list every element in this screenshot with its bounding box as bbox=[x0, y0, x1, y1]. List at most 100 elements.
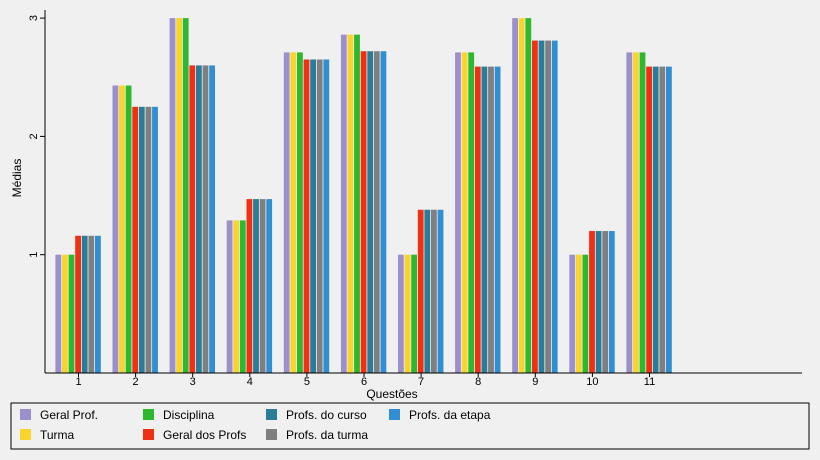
bar-turma-q5 bbox=[290, 52, 297, 373]
bar-turma-q10 bbox=[575, 254, 582, 373]
bar-profs-da-turma-q7 bbox=[431, 209, 437, 373]
bar-disciplina-q5 bbox=[297, 52, 303, 373]
bar-geral-prof--q6 bbox=[340, 34, 347, 373]
x-tick-label-4: 4 bbox=[247, 376, 253, 388]
bar-geral-prof--q7 bbox=[398, 254, 404, 373]
bar-geral-prof--q1 bbox=[55, 254, 62, 373]
bar-disciplina-q8 bbox=[468, 52, 475, 373]
bar-turma-q7 bbox=[404, 254, 411, 373]
bar-profs-da-turma-q3 bbox=[202, 65, 209, 374]
bar-profs-do-curso-q10 bbox=[595, 231, 602, 373]
bar-profs-da-turma-q4 bbox=[259, 199, 266, 373]
bar-profs-da-etapa-q11 bbox=[666, 66, 672, 373]
legend-label-turma: Turma bbox=[40, 428, 75, 442]
bar-geral-dos-profs-q10 bbox=[589, 231, 595, 373]
bar-profs-da-turma-q1 bbox=[88, 235, 95, 373]
bar-profs-da-etapa-q7 bbox=[437, 209, 444, 373]
bar-profs-da-etapa-q9 bbox=[551, 40, 558, 373]
legend-swatch-turma bbox=[20, 429, 31, 440]
legend-swatch-profs-da-turma bbox=[266, 429, 277, 440]
legend-label-profs-da-turma: Profs. da turma bbox=[286, 428, 368, 442]
bars-group bbox=[55, 18, 672, 374]
bar-profs-do-curso-q2 bbox=[138, 106, 145, 373]
bar-profs-da-etapa-q1 bbox=[95, 235, 101, 373]
bar-profs-da-etapa-q5 bbox=[323, 59, 330, 373]
legend: Geral Prof. Turma Disciplina Geral dos Prof… bbox=[20, 408, 491, 442]
bar-profs-da-turma-q2 bbox=[145, 106, 152, 373]
legend-label-profs-do-curso: Profs. do curso bbox=[286, 408, 367, 422]
bar-profs-do-curso-q7 bbox=[424, 209, 431, 373]
bar-profs-da-turma-q10 bbox=[602, 231, 609, 373]
bar-profs-da-etapa-q8 bbox=[494, 66, 501, 373]
bar-profs-da-etapa-q2 bbox=[152, 106, 158, 373]
x-tick-label-10: 10 bbox=[586, 376, 598, 388]
bar-turma-q2 bbox=[119, 85, 125, 373]
axes-group: 1 2 3 1 2 3 4 5 6 7 8 9 10 11 bbox=[28, 10, 802, 388]
bar-geral-dos-profs-q7 bbox=[417, 209, 424, 373]
bar-profs-da-etapa-q3 bbox=[209, 65, 215, 374]
bar-geral-dos-profs-q8 bbox=[474, 66, 481, 373]
legend-swatch-disciplina bbox=[143, 409, 154, 420]
bar-profs-do-curso-q1 bbox=[81, 235, 88, 373]
bar-profs-do-curso-q4 bbox=[253, 199, 259, 373]
bar-profs-da-etapa-q6 bbox=[380, 51, 387, 373]
bar-profs-do-curso-q11 bbox=[652, 66, 659, 373]
y-tick-label-3: 3 bbox=[28, 15, 40, 21]
bar-disciplina-q9 bbox=[525, 18, 532, 373]
legend-swatch-profs-da-etapa bbox=[389, 409, 400, 420]
bar-disciplina-q11 bbox=[639, 52, 646, 373]
legend-label-geral-dos-profs: Geral dos Profs bbox=[163, 428, 246, 442]
x-tick-label-7: 7 bbox=[418, 376, 424, 388]
bar-geral-dos-profs-q4 bbox=[246, 199, 253, 373]
y-tick-label-2: 2 bbox=[28, 133, 40, 139]
bar-profs-da-turma-q9 bbox=[545, 40, 551, 373]
bar-disciplina-q10 bbox=[582, 254, 589, 373]
bar-geral-prof--q11 bbox=[626, 52, 633, 373]
x-tick-label-6: 6 bbox=[361, 376, 367, 388]
x-tick-label-5: 5 bbox=[304, 376, 310, 388]
x-tick-label-8: 8 bbox=[475, 376, 481, 388]
bar-disciplina-q7 bbox=[411, 254, 417, 373]
bar-disciplina-q2 bbox=[125, 85, 132, 373]
bar-turma-q3 bbox=[176, 18, 182, 373]
bar-geral-prof--q3 bbox=[169, 18, 176, 373]
x-tick-label-3: 3 bbox=[190, 376, 196, 388]
bar-profs-do-curso-q9 bbox=[538, 40, 545, 373]
bar-turma-q1 bbox=[62, 254, 68, 373]
bar-profs-da-etapa-q4 bbox=[266, 199, 273, 373]
bar-geral-dos-profs-q3 bbox=[189, 65, 196, 374]
bar-geral-dos-profs-q5 bbox=[303, 59, 310, 373]
bar-turma-q8 bbox=[461, 52, 468, 373]
bar-profs-da-turma-q6 bbox=[373, 51, 380, 373]
bar-geral-dos-profs-q2 bbox=[132, 106, 139, 373]
legend-swatch-geral-dos-profs bbox=[143, 429, 154, 440]
bar-geral-prof--q5 bbox=[283, 52, 290, 373]
bar-disciplina-q4 bbox=[239, 220, 246, 373]
bar-disciplina-q1 bbox=[68, 254, 75, 373]
bar-profs-da-turma-q11 bbox=[659, 66, 666, 373]
bar-geral-dos-profs-q11 bbox=[646, 66, 652, 373]
bar-geral-prof--q4 bbox=[226, 220, 233, 373]
bar-turma-q11 bbox=[633, 52, 639, 373]
x-tick-label-1: 1 bbox=[75, 376, 81, 388]
bar-geral-dos-profs-q9 bbox=[532, 40, 538, 373]
bar-profs-do-curso-q3 bbox=[196, 65, 202, 374]
bar-disciplina-q3 bbox=[182, 18, 189, 373]
legend-label-geral-prof-: Geral Prof. bbox=[40, 408, 98, 422]
bar-turma-q9 bbox=[518, 18, 525, 373]
bar-geral-prof--q2 bbox=[112, 85, 119, 373]
bar-profs-do-curso-q6 bbox=[367, 51, 374, 373]
bar-turma-q4 bbox=[233, 220, 240, 373]
x-tick-label-2: 2 bbox=[133, 376, 139, 388]
bar-profs-da-turma-q8 bbox=[488, 66, 494, 373]
x-tick-label-11: 11 bbox=[644, 376, 655, 388]
bar-disciplina-q6 bbox=[354, 34, 360, 373]
bar-profs-da-etapa-q10 bbox=[608, 231, 615, 373]
bar-profs-do-curso-q8 bbox=[481, 66, 488, 373]
bar-geral-prof--q10 bbox=[569, 254, 576, 373]
x-axis-title: Questões bbox=[366, 387, 417, 401]
legend-swatch-geral-prof- bbox=[20, 409, 31, 420]
y-axis-title: Médias bbox=[10, 159, 24, 198]
